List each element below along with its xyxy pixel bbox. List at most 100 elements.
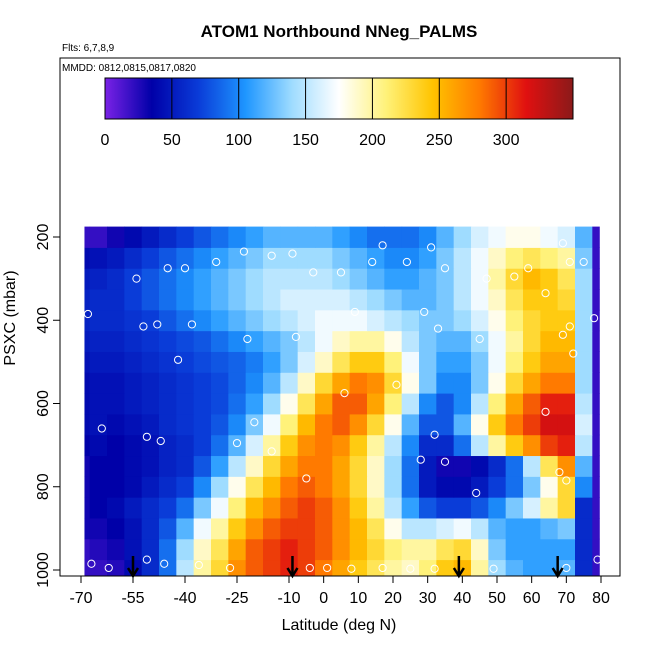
heatmap-cell [436,455,455,477]
sample-point [83,309,93,319]
heatmap-cell [332,372,351,394]
heatmap-cell [401,497,420,519]
heatmap-cell [384,476,403,498]
heatmap-cell [315,476,333,498]
heatmap-cell [401,268,420,290]
heatmap-cell [540,455,559,477]
heatmap-cell [592,517,600,540]
heatmap-cell [557,538,576,561]
heatmap-cell [84,455,91,477]
heatmap-cell [211,434,229,457]
sample-point [440,264,450,273]
heatmap-cell [540,247,559,269]
heatmap-cell [176,247,195,269]
heatmap-cell [471,393,489,415]
heatmap-cell [193,559,212,576]
heatmap-cell [488,455,507,477]
x-tick-label: 20 [384,590,402,607]
heatmap-cell [575,372,593,394]
heatmap-cell [280,455,299,477]
heatmap-cell [263,434,281,457]
heatmap-cell [211,330,229,352]
heatmap-cell [176,538,195,561]
sample-point [139,322,148,331]
y-tick-label: 200 [35,224,52,251]
heatmap-cell [488,289,507,311]
heatmap-cell [540,413,559,436]
sample-point [180,264,190,273]
heatmap-cell [315,309,333,332]
colorbar [104,77,574,120]
heatmap-cell [89,330,108,352]
heatmap-cell [228,330,247,352]
sample-point [558,330,567,339]
heatmap-cell [89,289,108,311]
heatmap-cell [436,351,455,373]
heatmap-cell [436,372,455,394]
heatmap-cell [471,309,489,332]
heatmap-cell [159,538,177,561]
heatmap-cell [263,289,281,311]
heatmap-cell [349,559,368,576]
heatmap-cell [297,538,316,561]
heatmap-cell [557,476,576,498]
heatmap-cell [193,393,212,415]
heatmap-cell [176,268,195,290]
sample-point [153,320,162,329]
heatmap-cell [193,289,212,311]
heatmap-cell [297,226,316,248]
heatmap-cell [176,517,195,540]
sample-point [555,468,564,477]
heatmap-cell [280,434,299,457]
heatmap-cell [89,497,108,519]
heatmap-cell [84,393,91,415]
heatmap-cell [436,434,455,457]
heatmap-cell [592,226,600,248]
heatmap-cell [453,517,472,540]
heatmap-cell [349,289,368,311]
heatmap-cell [453,372,472,394]
heatmap-cell [523,455,541,477]
heatmap-cell [523,413,541,436]
heatmap-cell [211,559,229,576]
heatmap-cell [540,268,559,290]
colorbar-tick-label: 150 [292,132,319,149]
heatmap-cell [141,247,160,269]
heatmap-cell [575,497,593,519]
y-axis: 200 400 600 800 1000 [35,224,60,588]
heatmap-cell [84,372,91,394]
heatmap-cell [84,413,91,436]
heatmap-cell [124,309,143,332]
heatmap-cell [488,497,507,519]
heatmap-cell [367,372,385,394]
heatmap-cell [592,309,600,332]
heatmap-cell [124,393,143,415]
heatmap-cell [228,289,247,311]
heatmap-cell [84,268,91,290]
heatmap-cell [228,226,247,248]
heatmap-cell [176,289,195,311]
heatmap-cell [540,393,559,415]
heatmap-cell [592,476,600,498]
heatmap-cell [453,413,472,436]
heatmap-cell [505,226,524,248]
heatmap-cell [523,393,541,415]
heatmap-cell [349,538,368,561]
heatmap-cell [141,393,160,415]
heatmap-cell [436,393,455,415]
heatmap-cell [297,413,316,436]
heatmap-cell [505,538,524,561]
heatmap-cell [436,538,455,561]
heatmap-cell [471,538,489,561]
heatmap-cell [263,309,281,332]
heatmap-cell [159,517,177,540]
x-tick-label: -70 [69,590,92,607]
heatmap-cell [263,372,281,394]
sample-point [87,559,96,568]
heatmap-cell [505,559,524,576]
heatmap-cell [245,538,264,561]
heatmap-cell [471,455,489,477]
heatmap-cell [211,393,229,415]
x-tick-label: -10 [277,590,300,607]
heatmap-cell [575,393,593,415]
